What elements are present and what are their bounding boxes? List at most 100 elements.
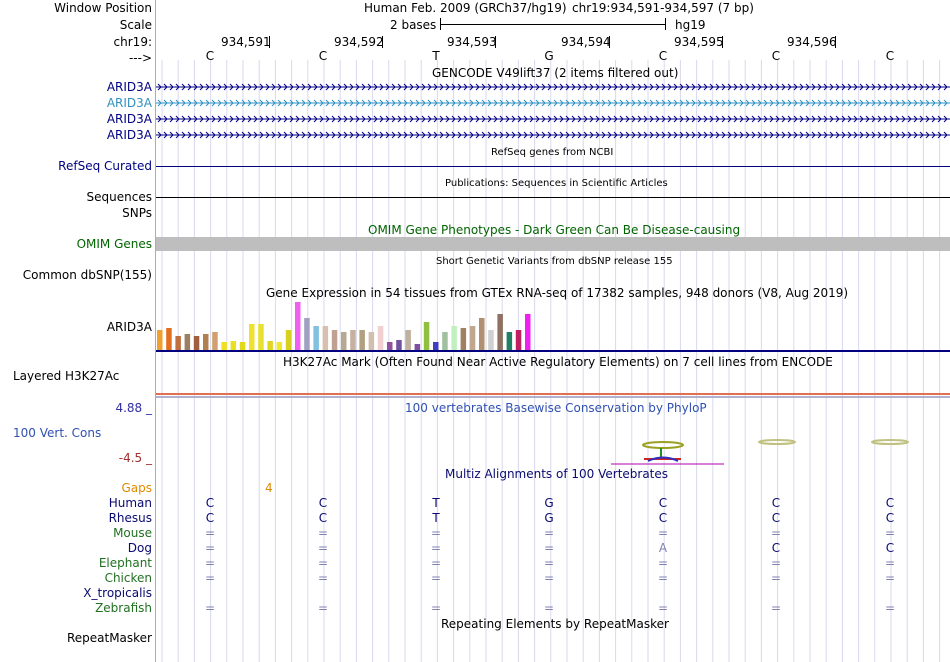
gencode-strand-arrow — [229, 83, 234, 91]
refseq-gene-line[interactable] — [156, 166, 950, 167]
gencode-strand-arrow — [691, 115, 696, 123]
gencode-strand-arrow — [751, 99, 756, 107]
h3k27ac-signal-band-2[interactable] — [156, 396, 950, 398]
gencode-strand-arrow — [925, 99, 930, 107]
base-letter: C — [658, 49, 668, 63]
alignment-base: = — [430, 571, 442, 585]
gencode-strand-arrow — [475, 99, 480, 107]
repeatmasker-track-label[interactable]: RepeatMasker — [66, 631, 152, 645]
gencode-strand-arrow — [901, 115, 906, 123]
gencode-strand-arrow — [571, 115, 576, 123]
alignment-base: = — [317, 526, 329, 540]
conservation-plot[interactable] — [156, 436, 950, 472]
gencode-strand-arrow — [775, 115, 780, 123]
gencode-strand-arrow — [193, 99, 198, 107]
gencode-strand-arrow — [703, 83, 708, 91]
gencode-strand-arrow — [691, 99, 696, 107]
gencode-strand-arrow — [847, 115, 852, 123]
gencode-strand-arrow — [247, 131, 252, 139]
h3k27ac-signal-band[interactable] — [156, 393, 950, 395]
gencode-strand-arrow — [433, 83, 438, 91]
gencode-strand-arrow — [781, 83, 786, 91]
gencode-strand-arrow — [721, 131, 726, 139]
gencode-strand-arrow — [769, 99, 774, 107]
gencode-transcripts[interactable] — [156, 80, 950, 144]
gencode-strand-arrow — [235, 99, 240, 107]
gencode-strand-arrow — [199, 115, 204, 123]
gencode-strand-arrow — [517, 83, 522, 91]
gencode-strand-arrow — [301, 83, 306, 91]
gencode-gene-label-1[interactable]: ARID3A — [106, 80, 152, 94]
gencode-strand-arrow — [631, 83, 636, 91]
gencode-strand-arrow — [361, 131, 366, 139]
gencode-strand-arrow — [673, 131, 678, 139]
position-text: chr19:934,591-934,597 (7 bp) — [572, 1, 754, 15]
alignment-base: C — [771, 511, 781, 525]
ruler-tick-mark — [382, 36, 383, 48]
gencode-strand-arrow — [643, 83, 648, 91]
gtex-tissue-bar — [460, 328, 467, 350]
gencode-strand-arrow — [763, 99, 768, 107]
gencode-strand-arrow — [295, 99, 300, 107]
gencode-strand-arrow — [367, 99, 372, 107]
alignment-base: = — [657, 526, 669, 540]
gencode-strand-arrow — [415, 131, 420, 139]
gencode-strand-arrow — [931, 131, 936, 139]
gencode-strand-arrow — [463, 115, 468, 123]
gtex-gene-label[interactable]: ARID3A — [106, 320, 152, 334]
gencode-gene-label-3[interactable]: ARID3A — [106, 112, 152, 126]
gencode-strand-arrow — [367, 115, 372, 123]
gencode-strand-arrow — [943, 99, 948, 107]
gencode-strand-arrow — [313, 83, 318, 91]
gencode-strand-arrow — [439, 83, 444, 91]
gencode-gene-label-4[interactable]: ARID3A — [106, 128, 152, 142]
gencode-strand-arrow — [259, 83, 264, 91]
publications-track-label[interactable]: Sequences — [86, 190, 152, 204]
gencode-strand-arrow — [259, 131, 264, 139]
publications-line[interactable] — [156, 197, 950, 198]
gencode-strand-arrow — [661, 83, 666, 91]
base-letter: C — [205, 49, 215, 63]
gencode-strand-arrow — [175, 115, 180, 123]
gencode-strand-arrow — [169, 131, 174, 139]
gencode-strand-arrow — [733, 115, 738, 123]
gencode-strand-arrow — [169, 99, 174, 107]
ruler-tick-6: 934,596 — [787, 35, 837, 49]
alignment-base: = — [543, 541, 555, 555]
gtex-expression-chart[interactable] — [156, 298, 950, 354]
gtex-tissue-bar — [396, 340, 402, 350]
conservation-track-label[interactable]: 100 Vert. Cons — [13, 426, 102, 440]
alignment-base: = — [317, 571, 329, 585]
gencode-strand-arrow — [685, 131, 690, 139]
gencode-strand-arrow — [157, 83, 162, 91]
alignment-base: C — [885, 541, 895, 555]
alignment-base: = — [430, 526, 442, 540]
gencode-strand-arrow — [163, 131, 168, 139]
omim-track-label[interactable]: OMIM Genes — [76, 237, 152, 251]
gencode-strand-arrow — [385, 99, 390, 107]
alignment-base: = — [204, 601, 216, 615]
gencode-strand-arrow — [313, 115, 318, 123]
gencode-gene-label-2[interactable]: ARID3A — [106, 96, 152, 110]
gencode-strand-arrow — [511, 115, 516, 123]
gencode-strand-arrow — [817, 99, 822, 107]
gencode-strand-arrow — [553, 99, 558, 107]
species-label-mouse: Mouse — [113, 526, 152, 540]
gencode-strand-arrow — [625, 83, 630, 91]
snps-track-label[interactable]: SNPs — [122, 206, 152, 220]
ruler-tick-3: 934,593 — [447, 35, 497, 49]
gencode-strand-arrow — [643, 131, 648, 139]
alignment-base: T — [432, 511, 440, 525]
refseq-track-label[interactable]: RefSeq Curated — [58, 159, 152, 173]
h3k27ac-track-label[interactable]: Layered H3K27Ac — [13, 369, 120, 383]
omim-feature-bar[interactable] — [156, 237, 950, 251]
gencode-strand-arrow — [535, 115, 540, 123]
gencode-strand-arrow — [211, 131, 216, 139]
gencode-strand-arrow — [313, 99, 318, 107]
gencode-strand-arrow — [805, 131, 810, 139]
gencode-strand-arrow — [871, 131, 876, 139]
gencode-strand-arrow — [193, 83, 198, 91]
dbsnp-track-label[interactable]: Common dbSNP(155) — [22, 268, 152, 282]
gencode-strand-arrow — [241, 115, 246, 123]
